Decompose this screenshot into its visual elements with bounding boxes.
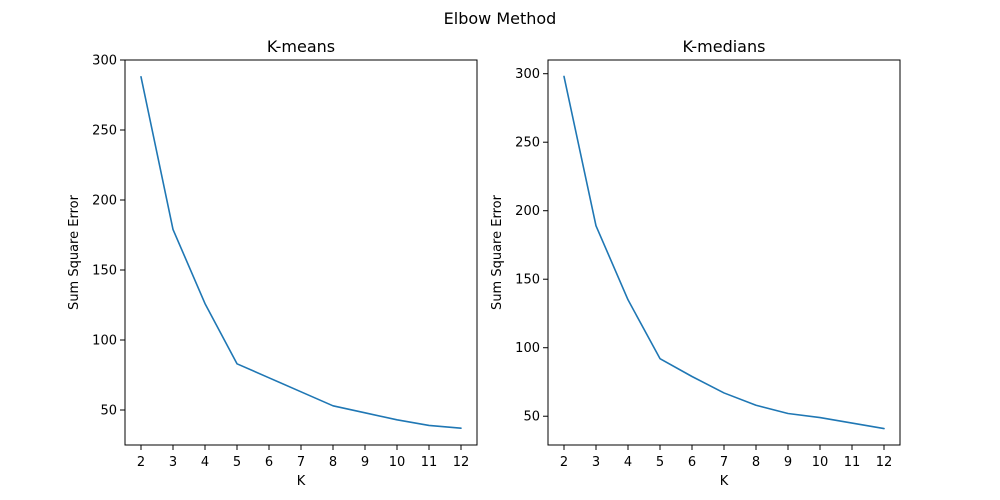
kmeans-x-tick-label: 11 [421, 455, 438, 470]
kmedians-x-tick-label: 12 [876, 455, 893, 470]
kmeans-series-line [140, 76, 462, 430]
kmedians-plot: K-medians 2 3 4 5 6 7 8 9 10 11 12 50 100 150 200 250 300… [490, 37, 901, 489]
kmedians-y-tick-label: 250 [515, 136, 540, 151]
kmeans-x-tick-label: 8 [329, 455, 337, 470]
kmeans-x-axis-label: K [297, 474, 306, 489]
kmeans-x-tick-label: 10 [389, 455, 406, 470]
kmeans-x-tick-label: 12 [453, 455, 470, 470]
kmedians-y-tick-label: 300 [515, 67, 540, 82]
kmeans-y-tick-label: 100 [92, 334, 117, 349]
kmedians-x-axis-label: K [720, 474, 729, 489]
kmeans-x-tick-label: 9 [361, 455, 369, 470]
kmedians-x-tick-label: 9 [784, 455, 792, 470]
kmedians-x-tick-label: 10 [812, 455, 829, 470]
kmedians-x-tick-label: 6 [688, 455, 696, 470]
kmedians-x-tick-label: 5 [656, 455, 664, 470]
kmedians-series-line [563, 75, 885, 430]
kmeans-plot: K-means 2 3 4 5 6 7 8 9 10 11 12 50 100 150 200 250 300 K S… [67, 37, 478, 489]
kmeans-y-tick-label: 50 [100, 404, 117, 419]
kmedians-title: K-medians [683, 37, 766, 56]
kmedians-x-tick-label: 11 [844, 455, 861, 470]
kmeans-y-tick-label: 250 [92, 124, 117, 139]
kmedians-x-tick-label: 3 [592, 455, 600, 470]
kmedians-x-tick-label: 4 [624, 455, 632, 470]
kmedians-y-axis-label: Sum Square Error [490, 194, 505, 310]
figure-title: Elbow Method [444, 9, 557, 28]
kmeans-x-tick-label: 7 [297, 455, 305, 470]
kmeans-title: K-means [267, 37, 335, 56]
kmedians-y-tick-label: 100 [515, 341, 540, 356]
kmeans-y-tick-label: 300 [92, 54, 117, 69]
kmeans-x-tick-label: 2 [137, 455, 145, 470]
kmeans-y-axis-label: Sum Square Error [67, 194, 82, 310]
kmedians-y-tick-label: 50 [523, 410, 540, 425]
kmedians-x-tick-label: 2 [560, 455, 568, 470]
kmeans-y-tick-label: 150 [92, 264, 117, 279]
kmeans-x-tick-label: 3 [169, 455, 177, 470]
kmeans-x-tick-label: 5 [233, 455, 241, 470]
kmedians-y-tick-label: 150 [515, 273, 540, 288]
kmedians-x-tick-label: 8 [752, 455, 760, 470]
kmeans-y-tick-label: 200 [92, 194, 117, 209]
kmeans-x-tick-label: 6 [265, 455, 273, 470]
kmeans-x-tick-label: 4 [201, 455, 209, 470]
kmedians-y-tick-label: 200 [515, 204, 540, 219]
kmedians-x-tick-label: 7 [720, 455, 728, 470]
